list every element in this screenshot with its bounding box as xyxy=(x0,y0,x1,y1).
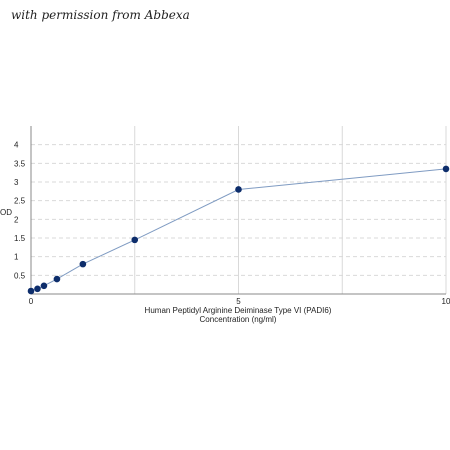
x-tick-label: 0 xyxy=(29,297,34,306)
axes xyxy=(30,126,446,295)
x-axis-label-line2: Concentration (ng/ml) xyxy=(200,315,277,324)
data-point xyxy=(53,275,61,283)
x-axis-label-line1: Human Peptidyl Arginine Deiminase Type V… xyxy=(145,306,332,315)
y-tick-labels: 0.5 1 1.5 2 2.5 3 3.5 4 xyxy=(14,141,26,281)
y-tick-label: 3.5 xyxy=(14,159,26,168)
y-tick-label: 4 xyxy=(14,141,19,150)
data-point xyxy=(79,260,87,268)
watermark-text: with permission from Abbexa xyxy=(11,8,190,22)
y-tick-label: 2.5 xyxy=(14,197,26,206)
y-tick-label: 0.5 xyxy=(14,271,26,280)
data-point xyxy=(131,236,139,244)
data-point xyxy=(27,287,35,295)
y-tick-label: 1 xyxy=(14,253,19,262)
grid-lines xyxy=(31,126,447,294)
y-tick-label: 1.5 xyxy=(14,234,26,243)
data-point xyxy=(442,165,450,173)
y-tick-label: 3 xyxy=(14,178,19,187)
data-points xyxy=(27,165,450,295)
x-tick-labels: 0 5 10 xyxy=(29,297,450,306)
x-tick-label: 10 xyxy=(442,297,450,306)
y-axis-label: OD xyxy=(0,208,12,217)
y-tick-label: 2 xyxy=(14,215,19,224)
data-point xyxy=(34,285,41,293)
data-point xyxy=(40,282,48,290)
x-tick-label: 5 xyxy=(236,297,241,306)
data-point xyxy=(235,186,242,193)
